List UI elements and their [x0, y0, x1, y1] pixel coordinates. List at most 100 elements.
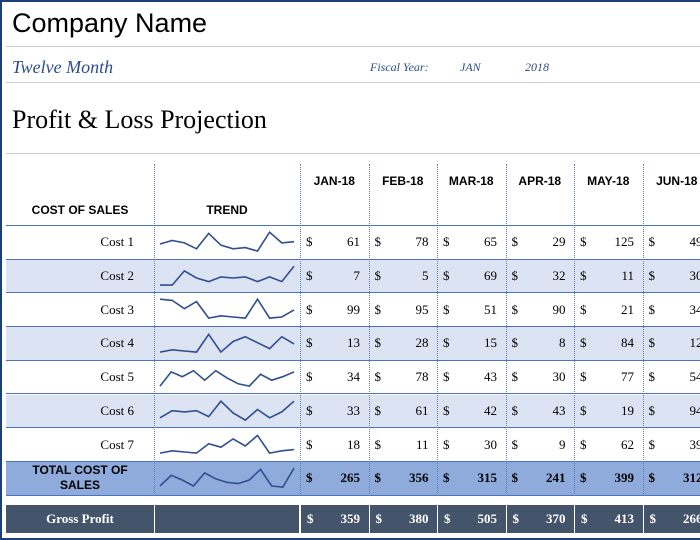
month-header-6[interactable]: JUN-18 — [656, 174, 698, 188]
month-header-5[interactable]: MAY-18 — [587, 174, 630, 188]
value-cell[interactable]: $11 — [574, 260, 642, 293]
value-cell[interactable]: $95 — [369, 293, 437, 326]
fiscal-year-year[interactable]: 2018 — [525, 60, 549, 74]
divider — [6, 153, 700, 154]
value-cell[interactable]: $505 — [437, 504, 505, 533]
amount: 18 — [347, 436, 360, 452]
value-cell[interactable]: $90 — [506, 293, 574, 326]
value-cell[interactable]: $69 — [437, 260, 505, 293]
fiscal-year-month[interactable]: JAN — [460, 60, 481, 74]
value-cell[interactable]: $34 — [643, 293, 700, 326]
value-cell[interactable]: $13 — [300, 327, 368, 360]
currency-symbol: $ — [374, 369, 382, 385]
value-cell[interactable]: $65 — [437, 226, 505, 259]
amount: 399 — [614, 470, 635, 486]
amount: 43 — [484, 369, 497, 385]
value-cell[interactable]: $43 — [506, 395, 574, 428]
amount: 505 — [477, 510, 498, 526]
value-cell[interactable]: $99 — [300, 293, 368, 326]
currency-symbol: $ — [511, 234, 519, 250]
month-header-4[interactable]: APR-18 — [518, 174, 562, 188]
value-cell[interactable]: $49 — [643, 226, 700, 259]
value-cell[interactable]: $84 — [574, 327, 642, 360]
column-divider — [642, 164, 644, 496]
currency-symbol: $ — [374, 301, 382, 317]
trend-cell — [154, 293, 300, 326]
trend-line — [159, 298, 295, 320]
amount: 90 — [552, 301, 566, 317]
value-cell[interactable]: $77 — [574, 361, 642, 394]
currency-symbol: $ — [580, 470, 587, 486]
value-cell[interactable]: $51 — [437, 293, 505, 326]
value-cell[interactable]: $315 — [437, 462, 505, 495]
value-cell[interactable]: $34 — [300, 361, 368, 394]
value-cell[interactable]: $356 — [369, 462, 437, 495]
currency-symbol: $ — [580, 268, 587, 284]
currency-symbol: $ — [306, 470, 313, 486]
currency-symbol: $ — [648, 268, 656, 284]
table-row: Cost 6$33$61$42$43$19$94 — [6, 394, 700, 429]
currency-symbol: $ — [648, 470, 656, 486]
value-cell[interactable]: $125 — [574, 226, 642, 259]
amount: 11 — [621, 268, 634, 284]
value-cell[interactable]: $33 — [300, 395, 368, 428]
month-header-2[interactable]: FEB-18 — [382, 174, 424, 188]
value-cell[interactable]: $30 — [506, 361, 574, 394]
value-cell[interactable]: $39 — [643, 428, 700, 461]
value-cell[interactable]: $5 — [369, 260, 437, 293]
value-cell[interactable]: $42 — [437, 395, 505, 428]
month-header-3[interactable]: MAR-18 — [448, 174, 494, 188]
value-cell[interactable]: $7 — [300, 260, 368, 293]
value-cell[interactable]: $61 — [369, 395, 437, 428]
value-cell[interactable]: $54 — [643, 361, 700, 394]
column-divider — [368, 164, 370, 496]
value-cell[interactable]: $399 — [574, 462, 642, 495]
value-cell[interactable]: $12 — [643, 327, 700, 360]
value-cell[interactable]: $29 — [506, 226, 574, 259]
value-cell[interactable]: $413 — [574, 504, 642, 533]
amount: 125 — [614, 234, 635, 250]
value-cell[interactable]: $11 — [369, 428, 437, 461]
value-cell[interactable]: $30 — [643, 260, 700, 293]
value-cell[interactable]: $78 — [369, 226, 437, 259]
value-cell[interactable]: $43 — [437, 361, 505, 394]
value-cell[interactable]: $359 — [300, 504, 368, 533]
value-cell[interactable]: $312 — [643, 462, 700, 495]
value-cell[interactable]: $28 — [369, 327, 437, 360]
value-cell[interactable]: $19 — [574, 395, 642, 428]
value-cell[interactable]: $32 — [506, 260, 574, 293]
value-cell[interactable]: $15 — [437, 327, 505, 360]
currency-symbol: $ — [512, 510, 520, 526]
value-cell[interactable]: $9 — [506, 428, 574, 461]
value-cell[interactable]: $94 — [643, 395, 700, 428]
value-cell[interactable]: $30 — [437, 428, 505, 461]
value-cell[interactable]: $21 — [574, 293, 642, 326]
value-cell[interactable]: $266 — [642, 504, 700, 533]
value-cell[interactable]: $370 — [505, 504, 574, 533]
amount: 265 — [340, 470, 361, 486]
trend-cell — [154, 395, 300, 428]
row-label: Cost 2 — [100, 268, 134, 284]
amount: 65 — [484, 234, 497, 250]
amount: 8 — [559, 335, 566, 351]
currency-symbol: $ — [374, 470, 382, 486]
value-cell[interactable]: $62 — [574, 428, 642, 461]
currency-symbol: $ — [306, 436, 313, 452]
value-cell[interactable]: $18 — [300, 428, 368, 461]
value-cell[interactable]: $241 — [506, 462, 574, 495]
amount: 30 — [484, 436, 497, 452]
gross-profit-row: Gross Profit$359$380$505$370$413$266 — [6, 504, 700, 533]
value-cell[interactable]: $61 — [300, 226, 368, 259]
amount: 77 — [621, 369, 634, 385]
value-cell[interactable]: $8 — [506, 327, 574, 360]
amount: 95 — [415, 301, 429, 317]
amount: 15 — [484, 335, 497, 351]
amount: 69 — [484, 268, 497, 284]
value-cell[interactable]: $78 — [369, 361, 437, 394]
column-divider — [574, 164, 575, 496]
value-cell[interactable]: $380 — [368, 504, 437, 533]
month-header-1[interactable]: JAN-18 — [313, 174, 355, 188]
amount: 312 — [683, 470, 700, 486]
trend-cell — [154, 361, 300, 394]
value-cell[interactable]: $265 — [300, 462, 368, 495]
